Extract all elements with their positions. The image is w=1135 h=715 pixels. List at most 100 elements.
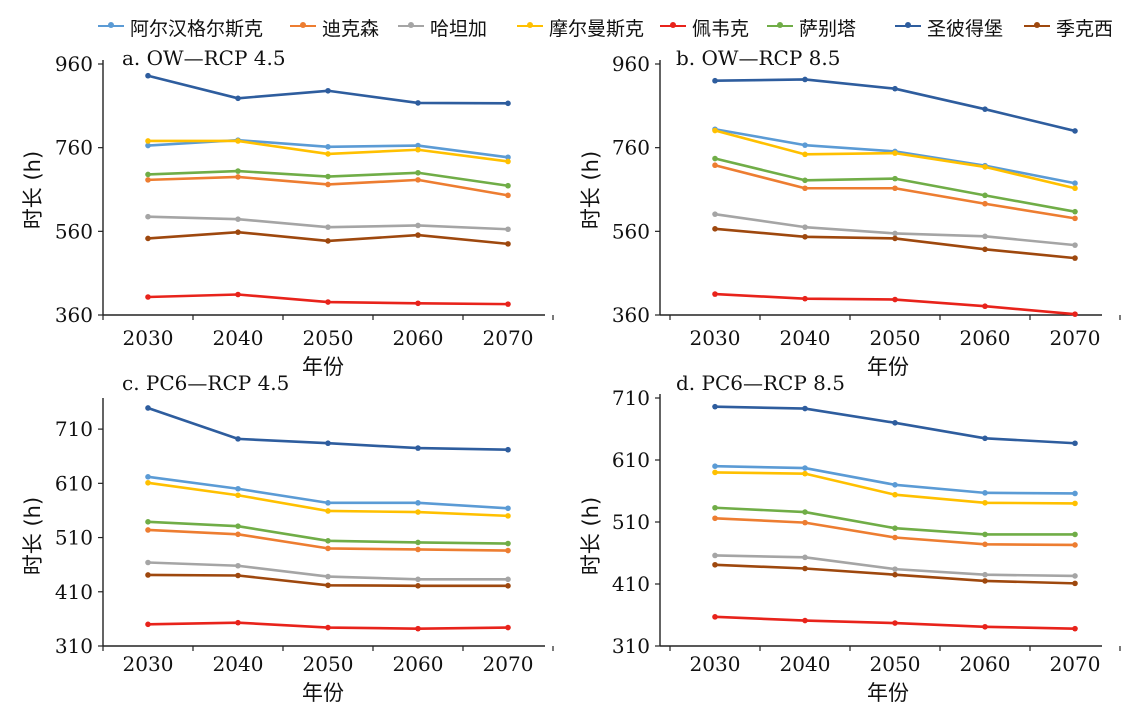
x-tick-label: 2030 — [690, 326, 741, 350]
data-point — [505, 446, 511, 453]
data-point — [1072, 242, 1078, 248]
data-point — [505, 513, 511, 519]
data-point — [802, 76, 808, 83]
data-point — [1072, 255, 1078, 261]
y-tick-label: 510 — [55, 526, 93, 550]
y-axis-title: 时长 (h) — [21, 497, 45, 575]
data-point — [802, 617, 808, 624]
data-point — [145, 572, 151, 578]
data-point — [415, 222, 421, 229]
data-point — [802, 554, 808, 561]
data-point — [145, 479, 151, 486]
legend-marker — [527, 22, 533, 28]
data-point — [415, 576, 421, 583]
legend-label: 圣彼得堡 — [927, 18, 1004, 40]
y-tick-label: 360 — [612, 303, 650, 327]
data-point — [712, 155, 718, 162]
data-point — [982, 435, 988, 442]
data-point — [325, 582, 331, 589]
data-point — [325, 508, 331, 514]
data-point — [982, 106, 988, 112]
data-point — [415, 583, 421, 589]
data-point — [505, 624, 511, 631]
data-point — [712, 463, 718, 470]
data-point — [892, 571, 898, 578]
data-point — [712, 403, 718, 410]
data-point — [1072, 625, 1078, 632]
data-point — [892, 525, 898, 531]
data-point — [325, 87, 331, 94]
y-axis-title: 时长 (h) — [579, 151, 603, 229]
data-point — [1072, 215, 1078, 222]
data-point — [505, 540, 511, 547]
x-tick-label: 2070 — [483, 652, 534, 676]
data-point — [892, 85, 898, 92]
y-tick-label: 410 — [612, 572, 650, 596]
data-point — [325, 144, 331, 150]
data-point — [235, 531, 241, 538]
data-point — [145, 235, 151, 242]
data-point — [415, 625, 421, 632]
data-point — [235, 291, 241, 298]
data-point — [325, 181, 331, 188]
data-point — [325, 573, 331, 580]
data-point — [145, 138, 151, 144]
data-point — [145, 474, 151, 480]
x-tick-label: 2030 — [123, 326, 174, 350]
data-point — [415, 169, 421, 176]
data-point — [712, 561, 718, 568]
y-tick-label: 310 — [612, 634, 650, 658]
x-axis-title: 年份 — [867, 681, 909, 705]
data-point — [145, 142, 151, 149]
y-tick-label: 960 — [55, 52, 93, 76]
legend-label: 佩韦克 — [692, 18, 750, 40]
y-tick-label: 960 — [612, 52, 650, 76]
data-point — [415, 142, 421, 149]
data-point — [415, 177, 421, 183]
x-tick-label: 2040 — [780, 326, 831, 350]
panel-title: a. OW—RCP 4.5 — [122, 46, 286, 70]
x-tick-label: 2070 — [483, 326, 534, 350]
legend-swatch — [290, 22, 316, 28]
x-tick-label: 2040 — [213, 326, 264, 350]
data-point — [505, 158, 511, 165]
y-axis-title: 时长 (h) — [579, 497, 603, 575]
legend-marker — [300, 22, 306, 28]
data-point — [145, 527, 151, 533]
data-point — [802, 405, 808, 412]
x-tick-label: 2050 — [870, 652, 921, 676]
data-point — [415, 509, 421, 515]
legend-swatch — [398, 22, 424, 28]
data-point — [1072, 531, 1078, 538]
series-line — [714, 464, 1076, 495]
data-point — [982, 541, 988, 548]
data-point — [802, 509, 808, 515]
data-point — [235, 138, 241, 144]
data-point — [145, 72, 151, 79]
data-point — [235, 485, 241, 492]
x-tick-label: 2050 — [303, 652, 354, 676]
data-point — [712, 162, 718, 169]
data-point — [892, 230, 898, 237]
data-point — [1072, 580, 1078, 587]
data-point — [892, 175, 898, 182]
data-point — [802, 465, 808, 471]
y-tick-label: 710 — [55, 417, 93, 441]
x-axis-title: 年份 — [867, 355, 909, 379]
data-point — [982, 499, 988, 506]
data-point — [1072, 573, 1078, 579]
legend-swatch — [517, 22, 543, 28]
y-tick-label: 310 — [55, 634, 93, 658]
data-point — [1072, 180, 1078, 187]
data-point — [325, 624, 331, 631]
data-point — [1072, 311, 1078, 317]
data-point — [712, 469, 718, 476]
data-point — [1072, 185, 1078, 192]
data-point — [802, 233, 808, 240]
x-axis-title: 年份 — [302, 681, 344, 705]
data-point — [415, 146, 421, 153]
legend-swatch — [1024, 22, 1050, 28]
data-point — [982, 200, 988, 207]
x-tick-label: 2040 — [780, 652, 831, 676]
x-tick-label: 2030 — [123, 652, 174, 676]
